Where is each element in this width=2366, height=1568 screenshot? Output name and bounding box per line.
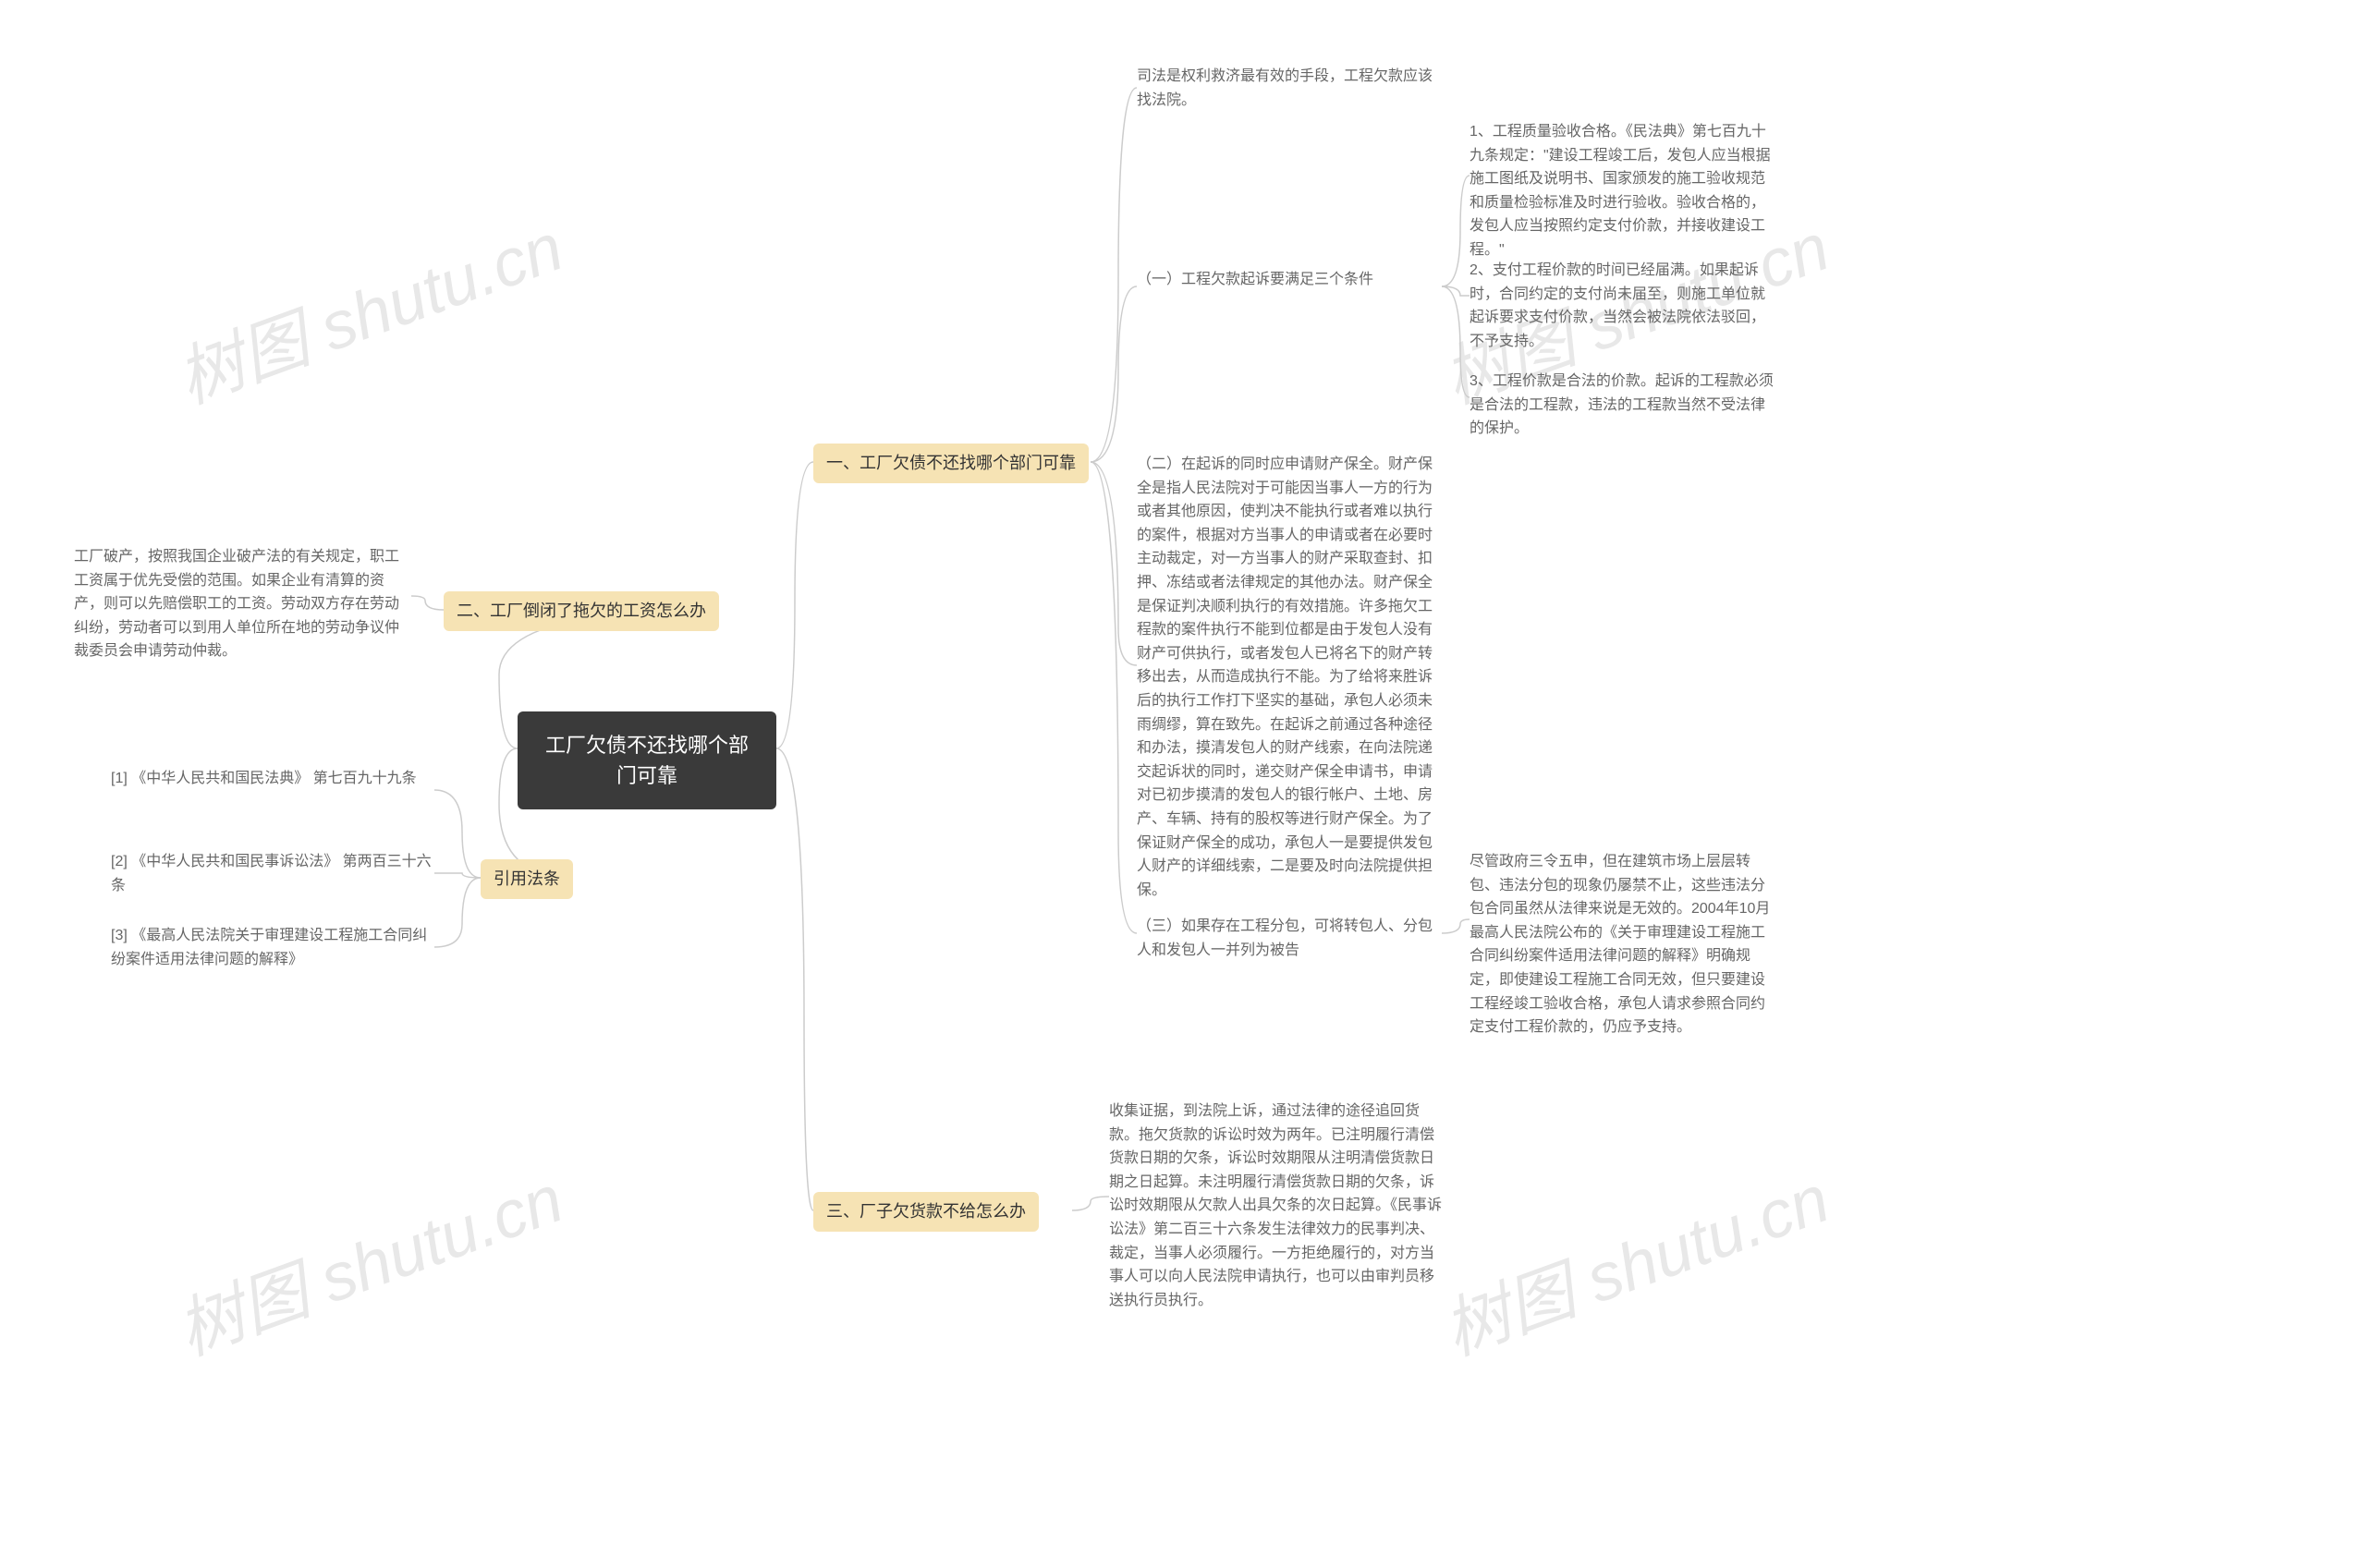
root-node[interactable]: 工厂欠债不还找哪个部门可靠 [518,711,776,809]
branch-2-label: 二、工厂倒闭了拖欠的工资怎么办 [457,599,706,624]
b1-c1: 司法是权利救济最有效的手段，工程欠款应该找法院。 [1137,65,1442,112]
branch-4[interactable]: 引用法条 [481,859,573,899]
b1-c4-label: （三）如果存在工程分包，可将转包人、分包人和发包人一并列为被告 [1137,915,1442,962]
b4-r2: [2] 《中华人民共和国民事诉讼法》 第两百三十六条 [111,850,434,897]
branch-4-label: 引用法条 [494,867,560,892]
watermark-tl: 树图 shutu.cn [162,193,574,422]
b2-text: 工厂破产，按照我国企业破产法的有关规定，职工工资属于优先受偿的范围。如果企业有清… [74,545,411,663]
root-title: 工厂欠债不还找哪个部门可靠 [540,730,754,791]
branch-1[interactable]: 一、工厂欠债不还找哪个部门可靠 [813,444,1089,483]
b1-c2-i2: 2、支付工程价款的时间已经届满。如果起诉时，合同约定的支付尚未届至，则施工单位就… [1470,259,1774,353]
b1-c3: （二）在起诉的同时应申请财产保全。财产保全是指人民法院对于可能因当事人一方的行为… [1137,453,1442,902]
b4-r1: [1] 《中华人民共和国民法典》 第七百九十九条 [111,767,417,791]
branch-1-label: 一、工厂欠债不还找哪个部门可靠 [826,451,1076,476]
b1-c2-i3: 3、工程价款是合法的价款。起诉的工程款必须是合法的工程款，违法的工程款当然不受法… [1470,370,1774,441]
watermark-br: 树图 shutu.cn [1428,1145,1840,1374]
b3-text: 收集证据，到法院上诉，通过法律的途径追回货款。拖欠货款的诉讼时效为两年。已注明履… [1109,1100,1442,1312]
branch-2[interactable]: 二、工厂倒闭了拖欠的工资怎么办 [444,591,719,631]
branch-3[interactable]: 三、厂子欠货款不给怎么办 [813,1192,1039,1232]
b1-c4-text: 尽管政府三令五申，但在建筑市场上层层转包、违法分包的现象仍屡禁不止，这些违法分包… [1470,850,1774,1039]
b1-c2-label: （一）工程欠款起诉要满足三个条件 [1137,268,1373,292]
branch-3-label: 三、厂子欠货款不给怎么办 [826,1199,1026,1224]
b4-r3: [3] 《最高人民法院关于审理建设工程施工合同纠纷案件适用法律问题的解释》 [111,924,434,971]
b1-c2-i1: 1、工程质量验收合格。《民法典》第七百九十九条规定："建设工程竣工后，发包人应当… [1470,120,1774,262]
watermark-bl: 树图 shutu.cn [162,1145,574,1374]
